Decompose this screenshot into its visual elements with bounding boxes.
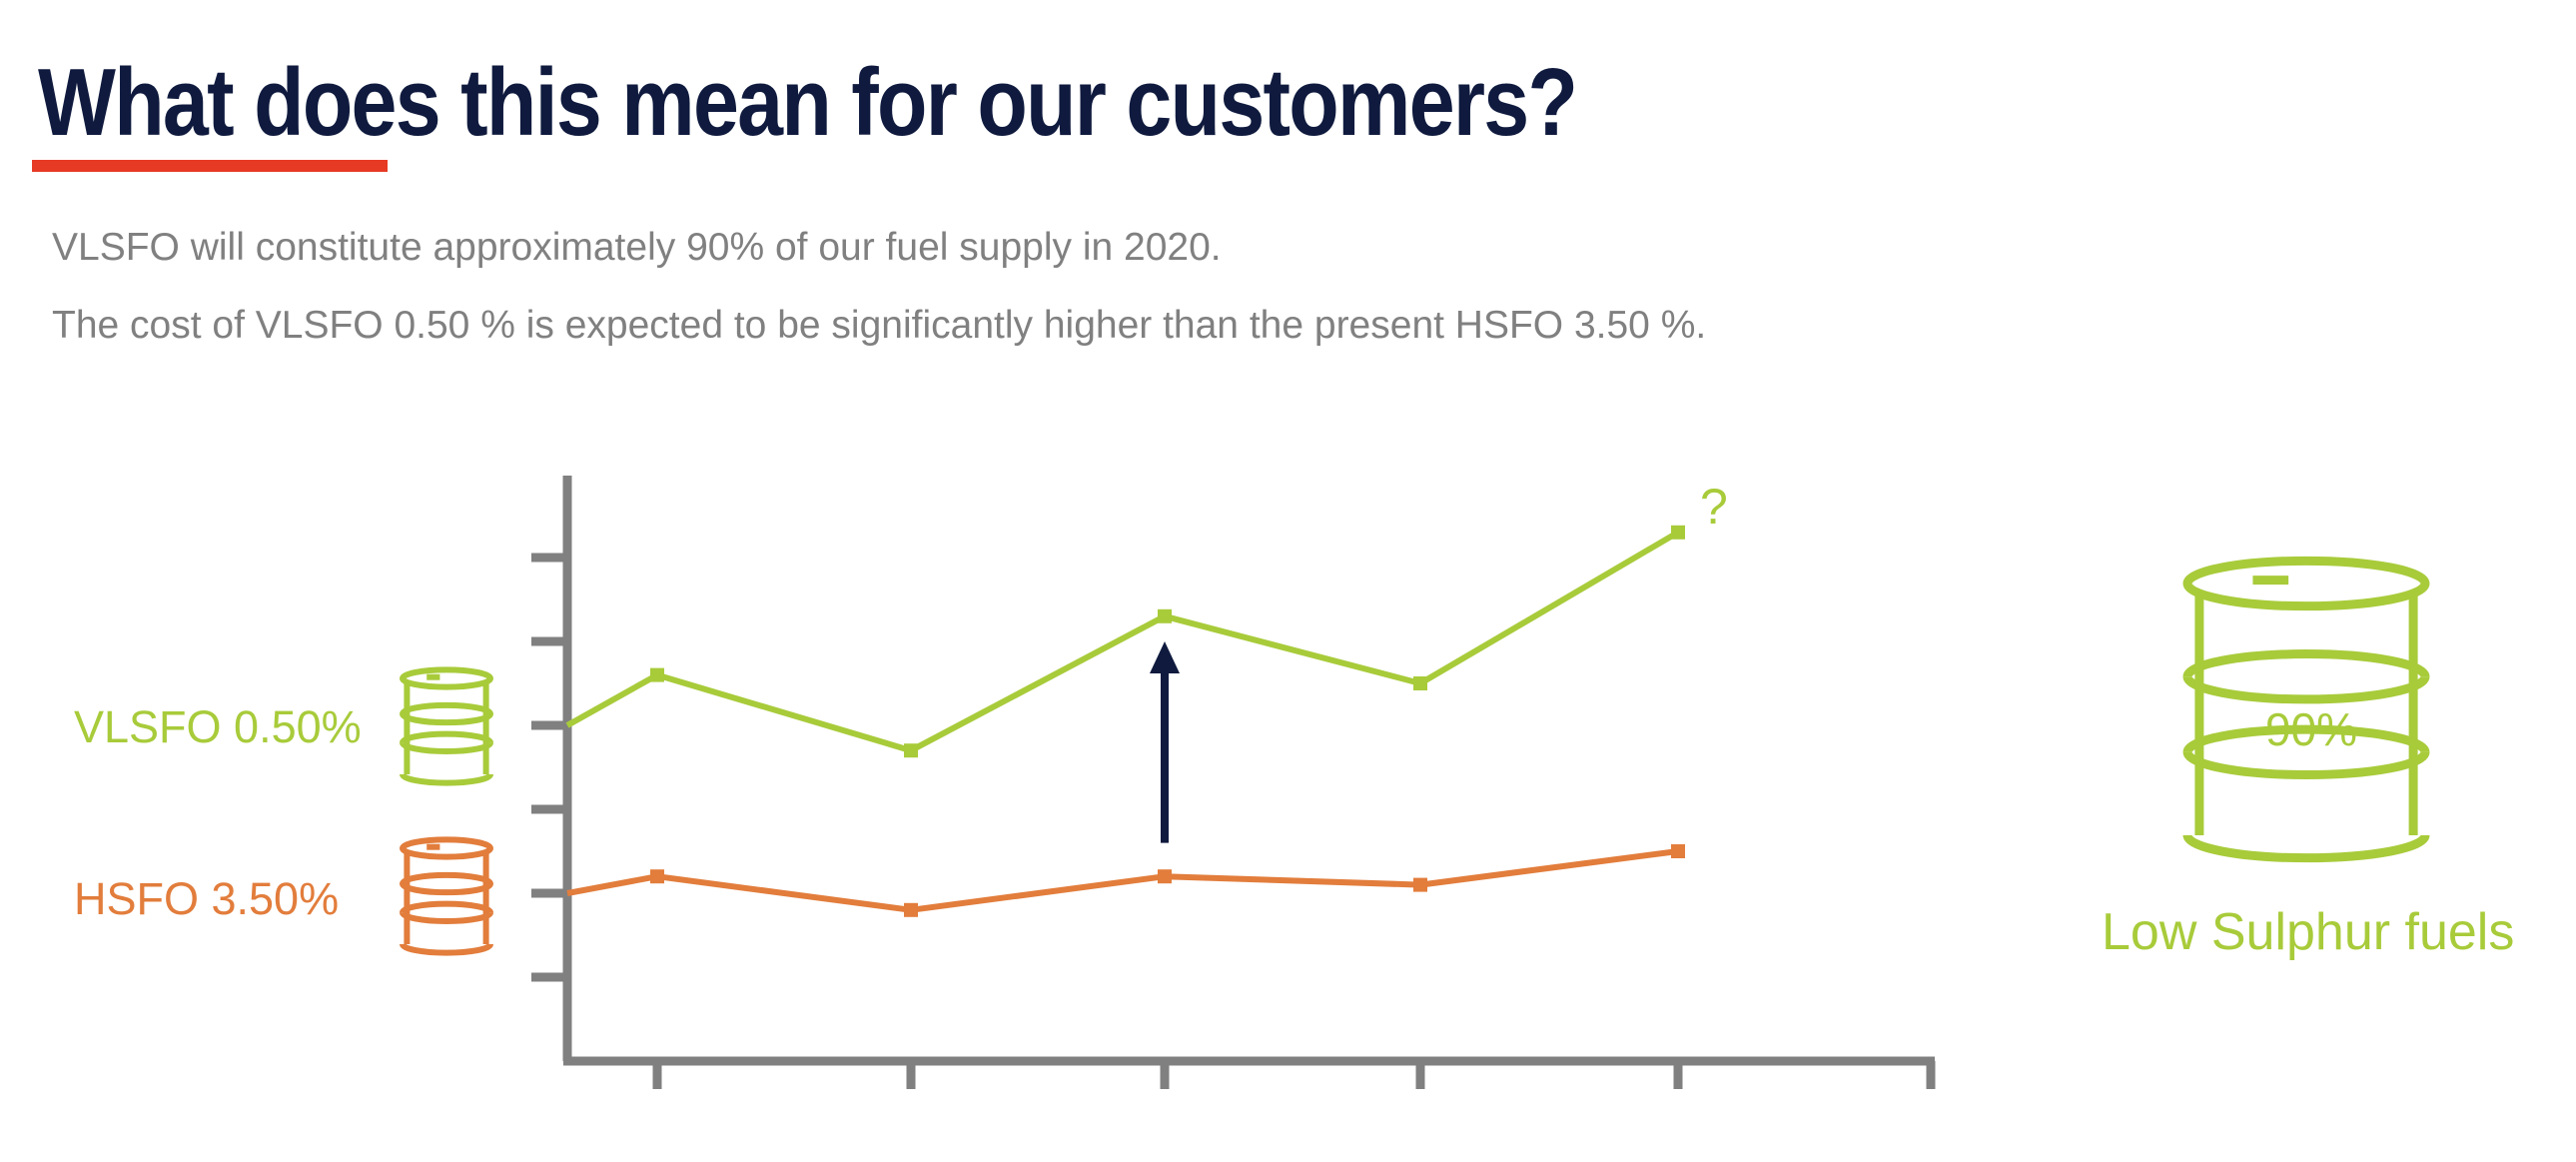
barrel-hoop-front: [400, 882, 493, 896]
barrel-hoop-front: [400, 911, 493, 924]
vlsfo-series-label: VLSFO 0.50%: [74, 701, 362, 752]
chart-series: [565, 525, 1685, 917]
chart-annotation-question: ?: [1700, 479, 1728, 535]
series-line-1: [565, 530, 1680, 754]
data-point: [1413, 877, 1427, 892]
data-point: [1671, 844, 1685, 858]
barrel-hoop-back: [400, 701, 493, 715]
data-point: [650, 869, 664, 884]
low-sulphur-barrel-icon: [2182, 556, 2430, 863]
hsfo-series-label: HSFO 3.50%: [74, 873, 340, 924]
hsfo-barrel-icon: [400, 836, 493, 956]
data-point: [650, 667, 664, 682]
data-point: [1158, 869, 1172, 884]
data-point: [904, 743, 918, 758]
big-barrel-caption: Low Sulphur fuels: [2102, 903, 2515, 961]
barrel-base: [400, 942, 493, 956]
barrel-side: [2194, 583, 2418, 835]
barrel-hoop-back: [400, 730, 493, 744]
data-point: [904, 902, 918, 917]
barrel-hoop-front: [2182, 675, 2430, 704]
data-point: [1413, 676, 1427, 690]
data-point: [1158, 608, 1172, 623]
data-point: [1671, 525, 1685, 540]
barrel-hoop-back: [2182, 649, 2430, 678]
series-line-2: [566, 848, 1679, 913]
barrel-hoop-front: [400, 741, 493, 754]
barrel-base: [2182, 834, 2430, 863]
barrel-base: [400, 772, 493, 786]
barrel-hoop-front: [2182, 751, 2430, 780]
barrel-lid: [2182, 556, 2430, 611]
barrel-lid: [400, 666, 493, 690]
barrel-hoop-back: [2182, 724, 2430, 753]
body-paragraph-1: VLSFO will constitute approximately 90% …: [52, 226, 1222, 269]
barrel-hoop-back: [400, 871, 493, 885]
barrel-hoop-back: [400, 900, 493, 914]
up-arrow-icon: [1150, 641, 1180, 843]
barrel-side: [404, 678, 489, 774]
chart-axes: [531, 476, 1936, 1089]
vlsfo-barrel-icon: [400, 666, 493, 786]
title-underline: [32, 160, 388, 172]
barrel-hoop-front: [400, 712, 493, 726]
body-paragraph-2: The cost of VLSFO 0.50 % is expected to …: [52, 304, 1707, 347]
slide-title: What does this mean for our customers?: [38, 49, 1578, 156]
big-barrel-percent: 90%: [2264, 703, 2358, 755]
arrow-head: [1150, 641, 1180, 673]
barrel-side: [404, 848, 489, 944]
barrel-lid: [400, 836, 493, 860]
